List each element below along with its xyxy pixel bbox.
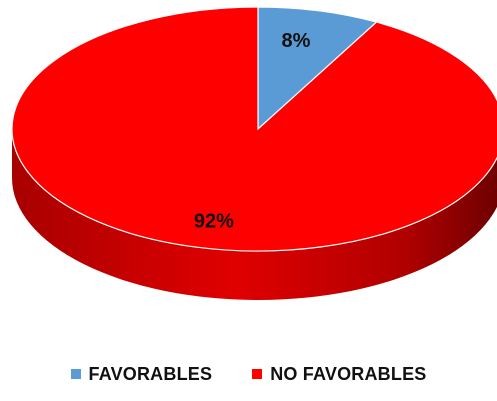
pie-slice-favorables[interactable] (257, 6, 378, 131)
data-label-favorables: 8% (281, 30, 310, 52)
pie-top-group (11, 6, 497, 252)
legend: FAVORABLES NO FAVORABLES (0, 359, 497, 389)
legend-label-no-favorables: NO FAVORABLES (270, 363, 427, 384)
legend-swatch-no-favorables (252, 369, 263, 379)
legend-label-favorables: FAVORABLES (88, 363, 213, 384)
legend-swatch-favorables (70, 369, 81, 379)
data-label-no-favorables: 92% (194, 210, 234, 232)
pie-side-group (12, 129, 497, 300)
pie-side-wall (12, 129, 497, 300)
pie-slice-no-favorables[interactable] (11, 6, 497, 252)
legend-item-no-favorables[interactable]: NO FAVORABLES (252, 364, 426, 385)
pie-labels-group: 8% 92% (194, 30, 311, 232)
legend-item-favorables[interactable]: FAVORABLES (70, 363, 213, 385)
pie-chart-svg: 8% 92% (11, 6, 497, 300)
